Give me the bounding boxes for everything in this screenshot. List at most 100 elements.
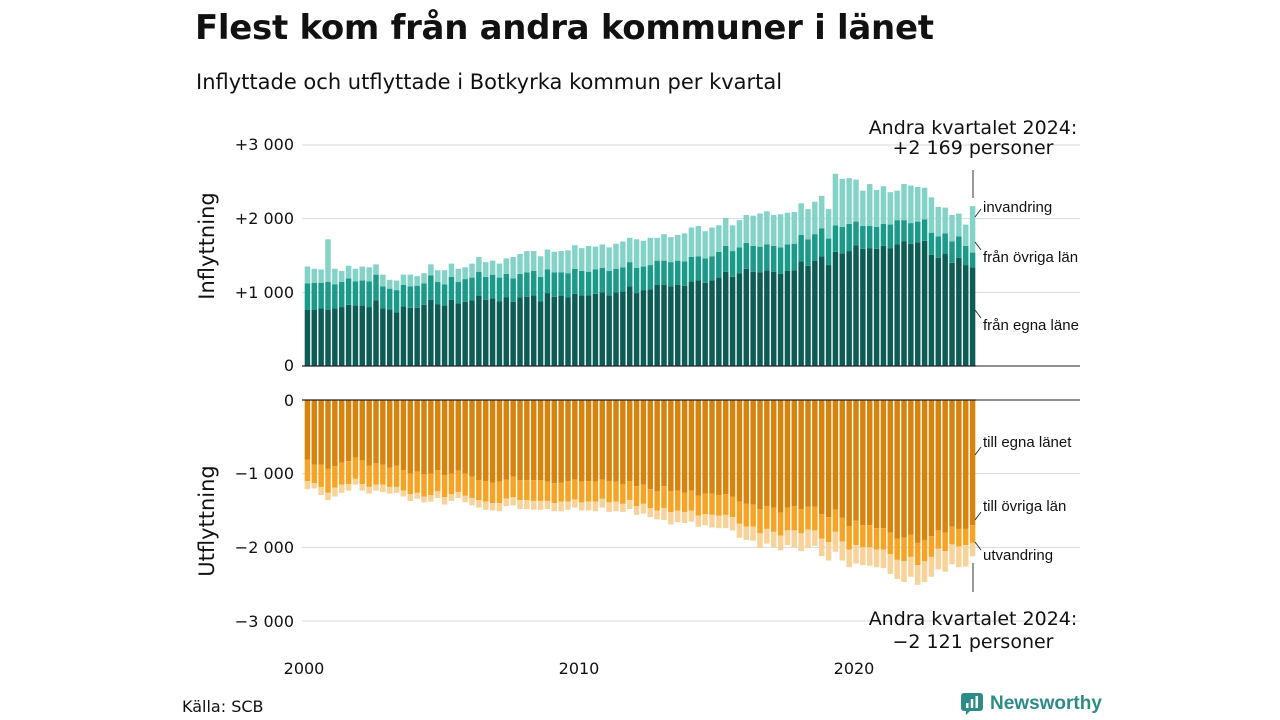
bar-in-2-12 <box>386 279 393 289</box>
bar-in-2-36 <box>551 251 558 273</box>
bar-out-2-55 <box>681 511 688 524</box>
bar-in-2-27 <box>489 260 496 275</box>
bar-out-2-54 <box>674 510 681 523</box>
bar-in-1-83 <box>873 226 880 249</box>
bar-out-2-68 <box>770 531 777 548</box>
bar-in-0-70 <box>784 270 791 366</box>
label-till-ovriga-lan: till övriga län <box>983 498 1066 515</box>
bar-out-2-45 <box>613 501 619 512</box>
bar-in-1-44 <box>606 270 612 296</box>
bar-out-0-2 <box>318 400 324 465</box>
bar-out-0-31 <box>517 400 523 481</box>
bar-in-1-59 <box>709 256 715 281</box>
bar-out-0-45 <box>613 400 619 482</box>
bar-in-0-91 <box>928 254 935 366</box>
bar-out-1-62 <box>729 496 736 518</box>
bar-in-2-50 <box>647 237 654 266</box>
bar-out-2-43 <box>599 498 606 508</box>
bar-in-2-42 <box>592 246 599 270</box>
bar-out-2-30 <box>510 497 516 506</box>
bar-out-0-46 <box>620 400 626 484</box>
bar-in-0-81 <box>860 248 866 366</box>
newsworthy-logo[interactable]: Newsworthy <box>960 692 1102 716</box>
bar-out-0-83 <box>873 400 880 529</box>
bar-out-2-87 <box>901 561 907 582</box>
bar-in-2-8 <box>359 266 366 281</box>
bar-in-1-19 <box>434 282 441 305</box>
bar-in-1-79 <box>846 223 852 252</box>
bar-in-2-65 <box>750 215 756 246</box>
bar-in-0-47 <box>626 286 633 366</box>
bar-in-1-12 <box>386 288 393 310</box>
bar-out-1-39 <box>572 479 578 500</box>
bar-out-1-81 <box>860 525 866 548</box>
bar-out-0-10 <box>373 400 379 464</box>
bar-out-1-96 <box>962 528 969 546</box>
bar-out-0-93 <box>942 400 948 533</box>
bar-out-1-21 <box>448 473 455 495</box>
bar-in-0-51 <box>654 284 660 366</box>
bar-out-2-35 <box>544 500 551 510</box>
bar-out-1-20 <box>441 475 448 498</box>
bar-in-0-48 <box>633 293 640 366</box>
bar-out-2-38 <box>565 501 571 510</box>
bar-out-1-88 <box>908 534 914 557</box>
bar-in-1-75 <box>818 228 825 257</box>
bar-in-0-61 <box>722 271 729 366</box>
label-fran-ovriga-lan: från övriga län <box>983 249 1078 266</box>
bar-out-0-63 <box>736 400 743 502</box>
bar-out-0-79 <box>846 400 852 526</box>
bar-in-2-87 <box>901 184 907 221</box>
bar-out-1-94 <box>949 526 955 545</box>
bar-out-2-60 <box>716 515 722 529</box>
bar-in-2-39 <box>572 245 578 269</box>
bar-in-1-5 <box>338 282 345 308</box>
bar-out-0-51 <box>654 400 660 492</box>
bar-out-2-94 <box>949 544 955 565</box>
bar-out-0-35 <box>544 400 551 482</box>
bar-in-0-33 <box>530 295 537 366</box>
bar-out-0-40 <box>578 400 585 482</box>
bar-out-2-84 <box>880 549 887 568</box>
bar-in-0-87 <box>901 241 907 366</box>
bar-out-1-83 <box>873 528 880 550</box>
bar-out-1-32 <box>524 480 530 501</box>
bar-in-1-49 <box>640 266 647 291</box>
bar-out-0-8 <box>359 400 366 461</box>
bar-out-1-86 <box>894 538 900 560</box>
bar-in-0-73 <box>805 265 811 366</box>
bar-in-2-28 <box>496 263 503 278</box>
bar-in-2-53 <box>668 237 674 263</box>
bar-in-1-87 <box>901 220 907 242</box>
bar-in-2-32 <box>524 251 530 273</box>
bar-out-2-67 <box>764 528 770 544</box>
bar-out-2-81 <box>860 547 866 566</box>
bar-out-0-88 <box>908 400 914 535</box>
bar-out-1-26 <box>482 481 489 502</box>
bar-out-1-52 <box>661 486 667 509</box>
bar-out-0-1 <box>311 400 318 465</box>
bar-in-1-31 <box>517 273 523 298</box>
bar-out-2-96 <box>962 545 969 567</box>
bar-out-1-87 <box>901 537 907 562</box>
bar-out-2-13 <box>393 486 400 493</box>
bar-out-1-48 <box>633 486 640 507</box>
bar-out-2-3 <box>325 492 331 501</box>
bar-in-1-39 <box>572 268 578 294</box>
bar-in-2-63 <box>736 220 743 248</box>
bar-out-2-41 <box>585 501 592 511</box>
bar-in-1-33 <box>530 270 537 296</box>
bar-in-1-42 <box>592 269 599 294</box>
bar-in-0-36 <box>551 296 558 366</box>
bar-in-1-10 <box>373 274 379 301</box>
bar-out-0-34 <box>537 400 544 481</box>
bar-in-1-69 <box>777 247 784 274</box>
bar-in-0-59 <box>709 280 715 366</box>
bar-in-2-56 <box>688 227 695 257</box>
bar-out-0-28 <box>496 400 503 482</box>
bar-in-2-77 <box>832 173 839 226</box>
bar-in-1-29 <box>503 273 510 298</box>
bar-out-0-14 <box>400 400 407 470</box>
bar-out-0-59 <box>709 400 715 494</box>
bar-out-0-61 <box>722 400 729 495</box>
